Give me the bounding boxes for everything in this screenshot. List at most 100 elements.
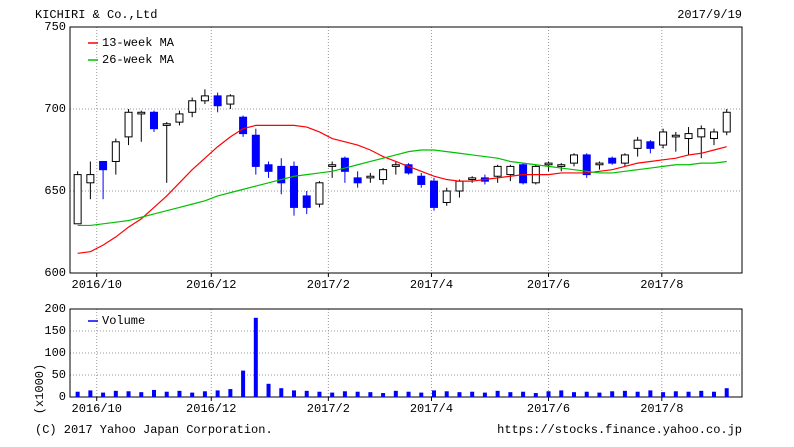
volume-bar [673,391,678,397]
candle-body [188,100,197,113]
y-tick-label: 50 [52,368,66,382]
y-tick-label: 750 [44,20,66,34]
x-tick-label: 2016/12 [186,402,236,416]
volume-bar [546,391,551,397]
volume-bar [101,392,106,397]
volume-bar [457,392,462,397]
candle-body [239,116,248,135]
volume-bar [253,317,258,397]
x-tick-label: 2017/4 [410,278,453,292]
candle-body [99,160,108,171]
y-tick-label: 0 [59,390,66,404]
volume-bar [75,391,80,397]
volume-bar [661,392,666,397]
plot-frame [69,308,743,398]
candle-body [391,164,400,167]
candle-body [200,95,209,102]
candle-body [544,162,553,166]
candle-body [162,123,171,126]
volume-bar [88,390,93,397]
volume-bar [126,391,131,397]
volume-bar [152,389,156,397]
volume-bar [330,392,335,397]
candle-body [557,164,566,167]
candle-body [137,111,146,115]
volume-bar [215,390,220,397]
candle-body [379,169,388,181]
y-tick-label: 200 [44,302,66,316]
x-tick-label: 2017/8 [640,402,683,416]
volume-bar [279,388,284,397]
candle-body [519,164,528,184]
x-tick-label: 2017/6 [527,278,570,292]
volume-bar [533,393,538,397]
volume-bar [482,392,487,397]
candle-body [111,141,120,162]
x-tick-label: 2016/10 [72,278,122,292]
x-tick-label: 2016/12 [186,278,236,292]
plot-frame [69,26,743,274]
candle-body [404,164,413,174]
legend-label: Volume [102,314,145,328]
candle-body [264,164,273,172]
x-tick-label: 2017/8 [640,278,683,292]
volume-bar [699,390,704,397]
volume-bar [495,390,500,397]
candle-body [684,133,693,140]
volume-bar [444,391,449,397]
volume-bar [508,392,513,397]
candle-body [620,154,629,164]
candle-body [442,190,451,203]
candle-body [328,164,337,167]
candle-body [150,111,158,130]
candle-body [417,175,426,185]
candle-body [697,128,706,138]
candle-body [493,165,502,177]
volume-bar [648,390,653,397]
y-tick-label: 650 [44,184,66,198]
candle-body [124,111,133,138]
candle-body [671,134,680,138]
volume-bar [724,388,729,397]
volume-bar [317,391,322,397]
volume-bar [202,391,207,397]
candle-body [659,131,668,146]
x-tick-label: 2017/2 [307,402,350,416]
candle-body [302,195,311,208]
candle-body [277,165,286,184]
y-tick-label: 700 [44,102,66,116]
candle-body [315,182,324,205]
x-tick-label: 2017/4 [410,402,453,416]
candle-body [290,165,298,208]
volume-bar [521,391,526,397]
candle-body [468,177,477,181]
volume-bar [712,391,716,397]
candle-body [175,113,184,123]
volume-bar [686,391,691,397]
x-tick-label: 2016/10 [72,402,122,416]
copyright: (C) 2017 Yahoo Japan Corporation. [35,423,273,437]
candle-body [646,141,655,149]
candle-body [353,177,362,184]
volume-bar [622,390,627,397]
volume-bar [559,390,564,397]
volume-bar [241,370,246,397]
candle-body [226,95,235,105]
legend-label: 26-week MA [102,53,175,67]
volume-bar [584,391,589,397]
volume-bar [164,391,169,397]
candle-body [506,165,515,176]
legend-label: 13-week MA [102,36,175,50]
x-tick-label: 2017/2 [307,278,350,292]
y-axis-label: (x1000) [33,364,47,414]
volume-bar [470,391,475,397]
y-tick-label: 150 [44,324,66,338]
candle-body [86,174,95,184]
source-url: https://stocks.finance.yahoo.co.jp [497,423,742,437]
volume-bar [419,392,424,397]
volume-bar [597,392,602,397]
candle-body [722,111,731,133]
candle-body [430,180,438,208]
